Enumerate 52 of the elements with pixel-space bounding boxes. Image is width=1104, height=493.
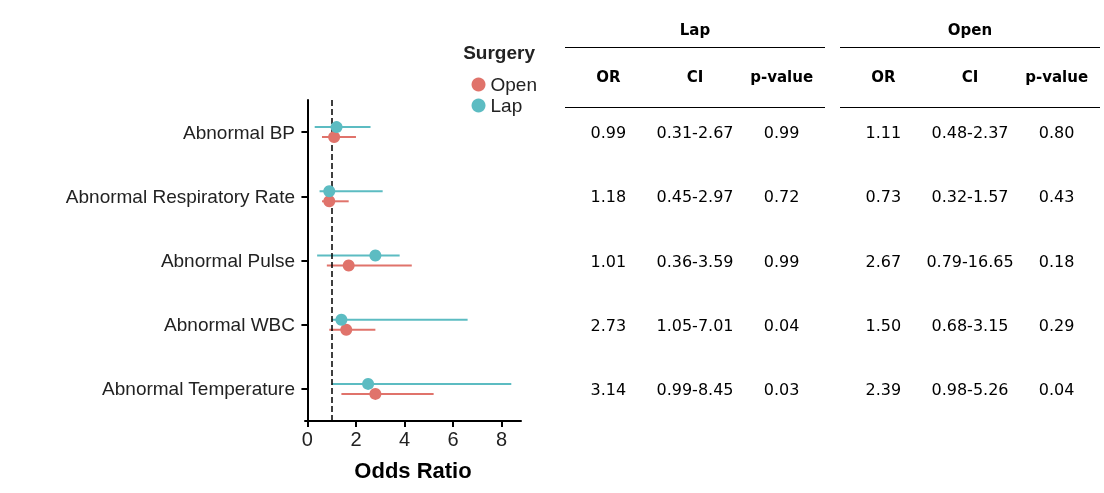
legend-label: Open — [490, 74, 537, 95]
text: 1.01 — [590, 251, 627, 270]
text: 0.29 — [1038, 315, 1075, 335]
legend-title: Surgery — [463, 42, 536, 63]
text: 0.99-8.45 — [656, 379, 734, 399]
text: 0.43 — [1038, 186, 1075, 206]
x-tick-label: 6 — [447, 428, 459, 450]
text: 0.04 — [1038, 379, 1075, 399]
text: 1.05-7.01 — [656, 315, 734, 335]
text: 0.80 — [1038, 122, 1075, 142]
category-label: p-value — [750, 68, 814, 86]
text: 0.32-1.57 — [931, 186, 1009, 206]
text: 0.73 — [865, 186, 902, 206]
text: 2.67 — [865, 251, 902, 270]
x-axis-title: Odds Ratio — [354, 457, 472, 483]
category-label: CI — [686, 68, 704, 86]
text: 0.79-16.65 — [926, 251, 1014, 270]
y-tick-label: Abnormal WBC — [164, 314, 295, 336]
text: 3.14 — [590, 379, 627, 399]
text: 0.48-2.37 — [931, 122, 1009, 142]
category-label: CI — [961, 68, 979, 86]
text: 0.99 — [763, 122, 800, 142]
text: 0.99 — [763, 251, 800, 270]
text: 0.03 — [763, 379, 800, 399]
category-label: p-value — [1025, 68, 1089, 86]
y-tick-label: Abnormal Respiratory Rate — [65, 185, 295, 207]
text: Open — [947, 21, 993, 39]
text: 0.72 — [763, 186, 800, 206]
text: 0.36-3.59 — [656, 251, 734, 270]
text: 2.73 — [590, 315, 627, 335]
text: 0.31-2.67 — [656, 122, 734, 142]
text: 0.99 — [590, 122, 627, 142]
category-label: OR — [871, 68, 896, 86]
text: 0.45-2.97 — [656, 186, 734, 206]
y-tick-label: Abnormal Pulse — [160, 250, 295, 271]
y-tick-label: Abnormal Temperature — [102, 378, 295, 400]
y-tick-label: Abnormal BP — [183, 121, 295, 143]
text: 1.18 — [590, 186, 627, 206]
legend-label: Lap — [490, 95, 523, 116]
text: 0.68-3.15 — [931, 315, 1009, 335]
x-tick-label: 8 — [496, 428, 508, 450]
text: 0.98-5.26 — [931, 379, 1009, 399]
text: 1.11 — [865, 122, 902, 142]
text: 2.39 — [865, 379, 902, 399]
text: 0.04 — [763, 315, 800, 335]
text: 0.18 — [1038, 251, 1075, 270]
x-tick-label: 2 — [350, 428, 362, 450]
x-tick-label: 0 — [301, 428, 313, 450]
category-label: OR — [596, 68, 621, 86]
text: Lap — [679, 21, 711, 39]
text: 1.50 — [865, 315, 902, 335]
x-tick-label: 4 — [398, 428, 411, 450]
